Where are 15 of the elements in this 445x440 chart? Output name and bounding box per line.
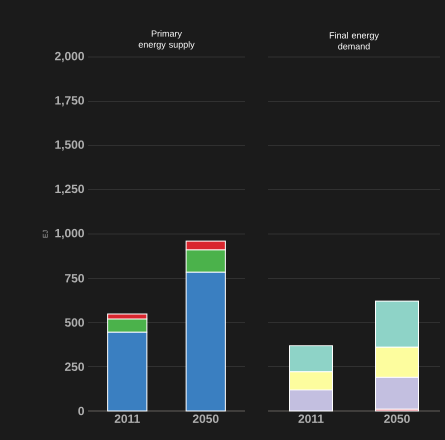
y-tick-label: 750 <box>65 274 84 282</box>
x-tick-label: 2011 <box>298 414 324 423</box>
chart-title: Primary energy supply <box>138 30 195 50</box>
y-tick-label: 500 <box>64 318 84 327</box>
x-tick-label: 2011 <box>114 414 140 423</box>
chart-title: Final energy demand <box>330 32 379 50</box>
y-tick-label: 1,000 <box>55 228 84 240</box>
y-tick-label: 1,250 <box>55 184 84 195</box>
y-tick-label: 0 <box>78 406 84 416</box>
x-tick-label: 2050 <box>384 414 410 423</box>
y-tick-label: 250 <box>64 362 84 371</box>
x-tick-label: 2050 <box>192 414 219 423</box>
y-tick-label: 2,000 <box>54 52 84 62</box>
y-tick-label: 1,750 <box>55 96 84 106</box>
y-tick-label: 1,500 <box>55 140 84 151</box>
